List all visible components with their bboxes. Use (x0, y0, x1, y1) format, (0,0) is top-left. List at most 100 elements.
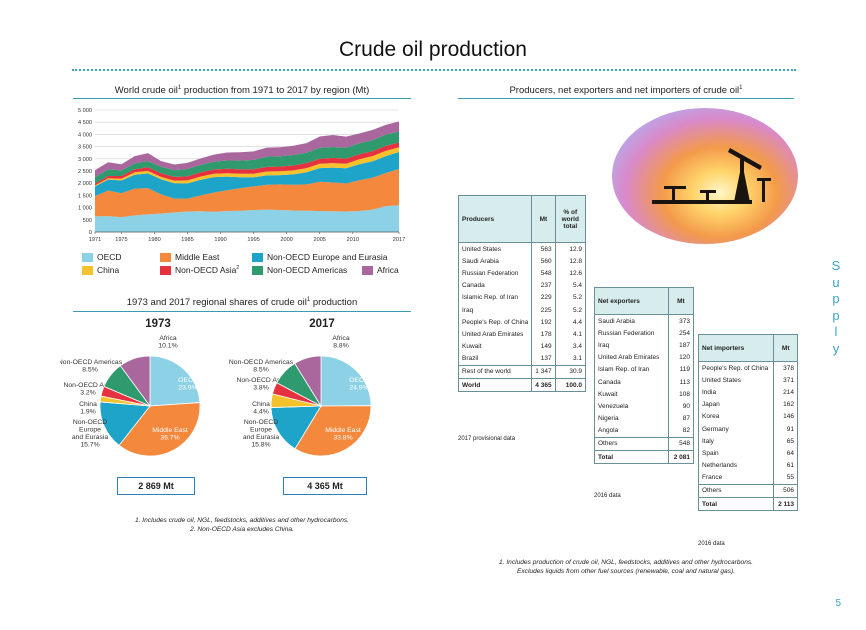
table-cell: 192 (531, 316, 556, 329)
table-cell: 55 (773, 471, 797, 485)
pie-percent: 8.5% (82, 367, 98, 374)
table-cell: Russian Federation (598, 329, 655, 337)
table-row: France 55 (699, 471, 797, 485)
table-cell: Russian Federation (462, 269, 519, 277)
table-cell: 187 (667, 339, 693, 352)
table-cell: France (702, 474, 723, 482)
oil-pump-photo (612, 108, 798, 244)
table-cell: Germany (702, 425, 729, 433)
table-row: Venezuela 90 (595, 400, 693, 413)
table-cell: 90 (667, 400, 693, 413)
pie-label: Non-OECD (244, 419, 278, 426)
left-footnote-1: 1. Includes crude oil, NGL, feedstocks, … (134, 517, 350, 524)
table-cell: World (459, 378, 532, 392)
y-tick-label: 5 000 (78, 108, 92, 114)
pie-1973-year: 1973 (145, 318, 171, 330)
table-cell: 4.4 (554, 316, 585, 329)
table-row: Saudi Arabia 373 (595, 314, 693, 328)
table-header: Net exporters (595, 288, 669, 315)
table-cell: Total (595, 450, 669, 464)
table-cell: Saudi Arabia (462, 257, 499, 265)
pie-percent: 8.5% (253, 367, 269, 374)
table-cell: Kuwait (598, 390, 618, 398)
legend-swatch (82, 265, 93, 275)
exporters-note: 2016 data (594, 493, 621, 499)
legend-item: Non-OECD Europe and Eurasia (252, 252, 387, 262)
table-cell: 214 (773, 386, 797, 399)
pie-percent: 4.4% (253, 409, 269, 416)
area-chart-title: World crude oil1 production from 1971 to… (114, 85, 370, 97)
table-row: Italy 65 (699, 435, 797, 448)
pie-1973-total: 2 869 Mt (117, 477, 195, 495)
section-label-supply: S u p p l y (830, 258, 842, 357)
table-cell: 146 (773, 410, 797, 423)
table-row: Russian Federation 254 (595, 327, 693, 340)
producers-note: 2017 provisional data (458, 436, 516, 442)
tables-title-underline (458, 98, 794, 99)
y-tick-label: 2 000 (78, 181, 92, 187)
table-cell: 254 (667, 327, 693, 340)
legend-label: Middle East (175, 252, 220, 262)
table-cell: 5.2 (554, 291, 585, 304)
pie-percent: 33.8% (333, 435, 352, 442)
table-cell: 2 113 (773, 497, 797, 511)
table-row: Japan 162 (699, 398, 797, 411)
side-letter: l (834, 324, 838, 339)
table-cell: 5.4 (554, 279, 585, 292)
y-tick-label: 4 500 (78, 120, 92, 126)
table-cell: United States (702, 376, 742, 384)
table-row: Brazil 137 3.1 (459, 352, 585, 366)
pie-slice-non-oecd-europe-and-eurasia (270, 405, 322, 450)
table-cell: Total (699, 497, 774, 511)
table-cell: 378 (773, 361, 797, 375)
table-row: Germany 91 (699, 422, 797, 436)
x-tick-label: 2005 (313, 237, 325, 243)
pie-percent: 24.9% (349, 385, 368, 392)
area-series-non-oecd-europe-and-eurasia (95, 152, 399, 199)
table-cell: 3.1 (554, 352, 585, 366)
pie-label: Europe (79, 427, 101, 434)
table-row: United Arab Emirates 178 4.1 (459, 328, 585, 341)
x-tick-label: 2010 (347, 237, 359, 243)
table-cell: 149 (531, 340, 556, 353)
pie-label: and Eurasia (243, 434, 279, 441)
table-cell: 113 (667, 375, 693, 389)
table-row: Islam Rep. of Iran 119 (595, 363, 693, 376)
table-cell: 100.0 (554, 378, 585, 392)
legend-label: Non-OECD Europe and Eurasia (267, 252, 388, 262)
table-cell: 64 (773, 447, 797, 460)
area-series-oecd (95, 205, 399, 232)
left-footnote-2: 2. Non-OECD Asia excludes China. (190, 526, 294, 533)
table-cell: 120 (667, 351, 693, 364)
table-cell: Others (699, 483, 774, 498)
table-cell: 12.6 (554, 267, 585, 280)
table-cell: 137 (531, 352, 556, 366)
table-cell: Islamic Rep. of Iran (462, 294, 518, 302)
table-row: India 214 (699, 386, 797, 399)
pie-slice-middle-east (294, 405, 372, 457)
title-divider (72, 69, 796, 71)
table-cell: United Arab Emirates (598, 354, 660, 362)
tables-title: Producers, net exporters and net importe… (509, 85, 743, 97)
table-header: Mt (667, 288, 693, 315)
x-tick-label: 1975 (115, 237, 127, 243)
table-cell: Brazil (462, 355, 479, 363)
table-row: People's Rep. of China 378 (699, 361, 797, 375)
pie-slice-africa (294, 355, 322, 408)
x-tick-label: 2000 (280, 237, 292, 243)
pie-label: Non-OECD Asia (63, 382, 112, 389)
net-importers-table: Net importers Mt People's Rep. of China 378… (698, 334, 798, 512)
table-row: Total 2 113 (699, 497, 797, 511)
side-letter: p (832, 291, 840, 306)
table-cell: Iraq (598, 341, 610, 349)
table-cell: Venezuela (598, 402, 629, 410)
table-cell: 119 (667, 363, 693, 376)
table-header: Mt (531, 196, 556, 243)
pie-label: Non-OECD Americas (60, 359, 123, 366)
legend-swatch (252, 265, 263, 275)
table-cell: 162 (773, 398, 797, 411)
pie-2017-total: 4 365 Mt (283, 477, 367, 495)
table-header: % of world total (554, 196, 585, 243)
table-cell: Italy (702, 437, 714, 445)
